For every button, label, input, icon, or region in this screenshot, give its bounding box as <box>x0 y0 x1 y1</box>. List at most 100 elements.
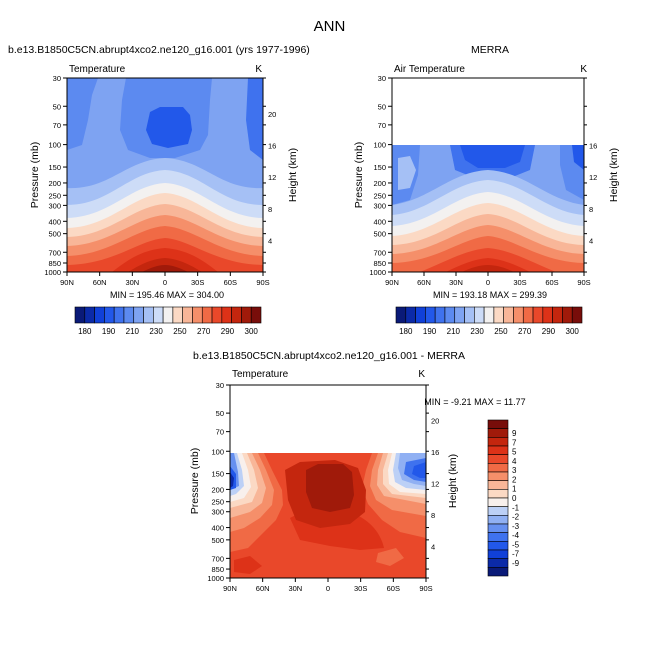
y-tick-label: 400 <box>211 524 224 533</box>
x-tick-label: 0 <box>326 584 330 593</box>
colorbar-swatch <box>211 306 223 324</box>
y-tick-label: 150 <box>48 163 61 172</box>
colorbar-swatch <box>444 306 456 324</box>
panel-merra-stats: MIN = 193.18 MAX = 299.39 <box>433 290 547 300</box>
colorbar-label: -2 <box>512 513 520 522</box>
colorbar-swatch <box>513 306 524 324</box>
colorbar-label: 270 <box>197 327 211 336</box>
x-tick-label: 90N <box>60 278 74 287</box>
x-tick-label: 90S <box>256 278 269 287</box>
x-tick-label: 0 <box>163 278 167 287</box>
colorbar-label: 290 <box>221 327 235 336</box>
colorbar-swatch <box>84 306 95 324</box>
y-tick-label: 70 <box>216 428 224 437</box>
colorbar-swatch <box>487 506 509 516</box>
colorbar-label: 230 <box>470 327 484 336</box>
contour-band <box>462 265 514 272</box>
height-tick-label: 4 <box>589 236 593 245</box>
colorbar-label: 190 <box>102 327 116 336</box>
colorbar-label: 5 <box>512 448 517 457</box>
height-tick-label: 12 <box>268 173 276 182</box>
colorbar-label: 300 <box>245 327 259 336</box>
y-tick-label: 500 <box>48 230 61 239</box>
colorbar-swatch <box>123 306 135 324</box>
x-tick-label: 30N <box>288 584 302 593</box>
x-tick-label: 60N <box>417 278 431 287</box>
panel-diff-title: b.e13.B1850C5CN.abrupt4xco2.ne120_g16.00… <box>193 350 465 362</box>
y-tick-label: 30 <box>216 381 224 390</box>
colorbar-swatch <box>562 306 573 324</box>
colorbar-label: 4 <box>512 457 517 466</box>
y-tick-label: 1000 <box>369 268 386 277</box>
colorbar-label: 250 <box>173 327 187 336</box>
colorbar-swatch <box>143 306 154 324</box>
y-tick-label: 100 <box>373 141 386 150</box>
colorbar-swatch <box>487 523 509 533</box>
colorbar-swatch <box>487 428 509 438</box>
colorbar-swatch <box>487 437 509 447</box>
colorbar-swatch <box>425 306 436 324</box>
colorbar-label: 0 <box>512 494 517 503</box>
x-tick-label: 90S <box>419 584 432 593</box>
colorbar-swatch <box>487 471 509 481</box>
colorbar-swatch <box>133 306 144 324</box>
y-tick-label: 50 <box>53 102 61 111</box>
colorbar-label: 7 <box>512 438 517 447</box>
contour-band <box>412 462 426 478</box>
colorbar-swatch <box>172 306 183 324</box>
y-tick-label: 400 <box>373 217 386 226</box>
height-tick-label: 12 <box>589 173 597 182</box>
y-tick-label: 850 <box>48 259 61 268</box>
colorbar-label: -1 <box>512 503 520 512</box>
colorbar-label: -7 <box>512 550 520 559</box>
colorbar-label: -5 <box>512 540 520 549</box>
colorbar-swatch <box>182 306 193 324</box>
height-tick-label: 16 <box>268 142 276 151</box>
colorbar-swatch <box>241 306 252 324</box>
colorbar-swatch <box>487 515 509 525</box>
y-tick-label: 150 <box>373 163 386 172</box>
x-tick-label: 30N <box>125 278 139 287</box>
x-tick-label: 60N <box>256 584 270 593</box>
y-tick-label: 70 <box>378 121 386 130</box>
colorbar-swatch <box>221 306 232 324</box>
y-tick-label: 200 <box>48 179 61 188</box>
x-tick-label: 60N <box>93 278 107 287</box>
colorbar-swatch <box>162 306 174 324</box>
panel-model-stats: MIN = 195.46 MAX = 304.00 <box>110 290 224 300</box>
figure-title: ANN <box>314 18 346 35</box>
y-tick-label: 30 <box>53 74 61 83</box>
colorbar-label: 210 <box>126 327 140 336</box>
panel-diff-contours <box>230 453 426 578</box>
colorbar-swatch <box>153 306 164 324</box>
colorbar-swatch <box>487 558 509 568</box>
contour-band <box>230 472 234 488</box>
x-tick-label: 90N <box>385 278 399 287</box>
panel-diff-units: K <box>418 369 425 380</box>
colorbar-swatch <box>104 306 115 324</box>
panel-diff-ylabel-right: Height (km) <box>447 454 459 508</box>
y-tick-label: 250 <box>373 191 386 200</box>
contour-band <box>246 78 263 160</box>
y-tick-label: 30 <box>378 74 386 83</box>
colorbar-label: 300 <box>566 327 580 336</box>
y-tick-label: 500 <box>211 536 224 545</box>
y-tick-label: 100 <box>48 141 61 150</box>
height-tick-label: 8 <box>268 205 272 214</box>
colorbar-swatch <box>542 306 553 324</box>
y-tick-label: 300 <box>211 508 224 517</box>
panel-model-title: b.e13.B1850C5CN.abrupt4xco2.ne120_g16.00… <box>8 44 310 56</box>
y-tick-label: 50 <box>216 409 224 418</box>
height-tick-label: 8 <box>431 511 435 520</box>
colorbar-swatch <box>487 489 509 499</box>
panel-diff: b.e13.B1850C5CN.abrupt4xco2.ne120_g16.00… <box>189 350 526 593</box>
colorbar-swatch <box>201 306 213 324</box>
panel-diff-ylabel: Pressure (mb) <box>189 448 201 515</box>
height-tick-label: 8 <box>589 205 593 214</box>
colorbar-swatch <box>552 306 563 324</box>
y-tick-label: 70 <box>53 121 61 130</box>
x-tick-label: 60S <box>387 584 400 593</box>
y-tick-label: 700 <box>48 248 61 257</box>
y-tick-label: 850 <box>211 565 224 574</box>
y-tick-label: 50 <box>378 102 386 111</box>
